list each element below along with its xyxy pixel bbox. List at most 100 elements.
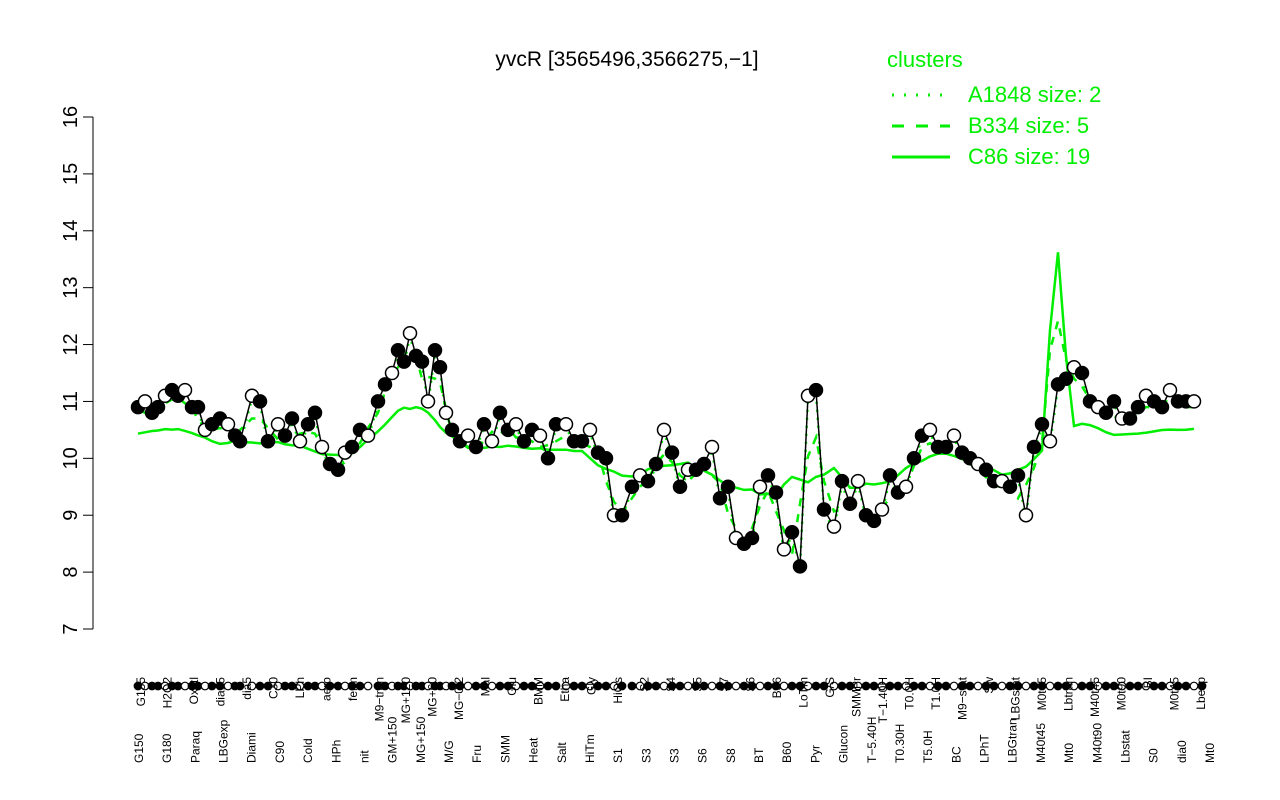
data-point <box>1042 434 1058 449</box>
legend-entry-a1848: A1848 size: 2 <box>968 82 1101 107</box>
x-rug-marker <box>731 681 741 691</box>
y-tick-label: 11 <box>60 391 82 412</box>
x-rug-marker <box>651 681 661 691</box>
y-tick-label: 14 <box>60 220 82 242</box>
x-label-top: Lbtran <box>1062 677 1076 711</box>
x-label-bottom: Paraq <box>188 731 202 763</box>
data-point <box>252 394 268 409</box>
legend-entry-b334: B334 size: 5 <box>968 113 1089 138</box>
x-rug-marker <box>1077 681 1087 691</box>
data-point <box>938 439 954 455</box>
x-label-top: HiOs <box>611 677 625 704</box>
x-rug-marker <box>1101 681 1111 691</box>
data-point <box>292 434 308 449</box>
data-point <box>640 473 656 489</box>
y-tick-label: 12 <box>60 333 82 355</box>
x-label-top: M0t90 <box>1115 677 1129 711</box>
data-point <box>664 445 680 460</box>
y-axis: 7 8 9 10 11 12 13 14 15 16 <box>60 106 94 635</box>
x-label-top: Sw <box>982 677 996 694</box>
data-point <box>300 416 316 432</box>
x-label-bottom: S6 <box>696 748 710 763</box>
x-rug-marker <box>811 681 821 691</box>
x-label-top: M9−tran <box>373 677 387 721</box>
x-label-top: S5 <box>691 677 705 692</box>
data-point <box>516 434 532 449</box>
data-point <box>1106 394 1122 409</box>
x-label-bottom: LBGtran <box>1006 718 1020 763</box>
data-point <box>1122 411 1138 426</box>
data-point <box>1018 507 1034 523</box>
x-axis: G135 H2O2 Oxctl dia15 dia5 C30 LPh aero ferm M9−t… <box>132 676 1217 763</box>
x-rug-marker <box>819 681 829 691</box>
data-point <box>1010 468 1026 483</box>
x-label-bottom: T−5.40H <box>865 717 879 763</box>
x-label-bottom: Mt0 <box>1062 743 1076 763</box>
data-point <box>377 377 393 392</box>
data-point <box>558 416 574 432</box>
x-rug-marker <box>1197 681 1207 691</box>
data-point <box>768 485 784 500</box>
x-label-bottom: LPhT <box>978 734 992 763</box>
x-label-top: aero <box>320 677 334 701</box>
data-point <box>850 473 866 489</box>
data-point <box>720 479 736 495</box>
x-label-top: S6 <box>744 677 758 692</box>
x-rug-marker <box>519 681 529 691</box>
x-label-top: S7 <box>717 677 731 692</box>
data-point <box>232 434 248 449</box>
x-label-bottom: S3 <box>639 748 653 763</box>
x-label-bottom: nit <box>358 750 372 763</box>
x-label-top: T0.0H <box>903 677 917 710</box>
x-label-bottom: BC <box>949 746 963 763</box>
data-point <box>1154 399 1170 415</box>
data-point <box>922 422 938 438</box>
data-point <box>1026 439 1042 455</box>
x-label-top: G/S <box>823 677 837 698</box>
y-tick-label: 9 <box>60 510 82 521</box>
data-point <box>882 468 898 483</box>
data-point <box>656 422 672 438</box>
data-point <box>598 451 614 466</box>
x-label-bottom: GM+150 <box>386 716 400 763</box>
data-point <box>898 479 914 495</box>
data-point <box>260 434 276 449</box>
data-point <box>220 416 236 432</box>
data-point <box>808 382 824 398</box>
data-point <box>484 434 500 449</box>
x-rug-marker <box>973 681 983 691</box>
plot-area <box>130 252 1202 574</box>
x-rug-marker <box>1157 681 1167 691</box>
x-label-bottom: Glucon <box>837 725 851 763</box>
data-point <box>427 342 443 358</box>
x-label-bottom: M40t90 <box>1090 723 1104 763</box>
x-label-bottom: Salt <box>555 742 569 763</box>
x-label-top: Glu <box>505 677 519 696</box>
chart-title: yvcR [3565496,3566275,−1] <box>495 48 758 71</box>
x-label-top: LoTm <box>797 677 811 708</box>
x-label-bottom: Lbstat <box>1118 730 1132 763</box>
data-point <box>330 462 346 477</box>
data-point <box>776 542 792 557</box>
x-rug-marker <box>787 681 797 691</box>
y-tick-label: 16 <box>60 106 82 128</box>
data-point <box>874 502 890 517</box>
data-point <box>1098 405 1114 421</box>
data-point <box>624 479 640 495</box>
x-label-bottom: T5.0H <box>921 730 935 763</box>
x-rug-marker <box>551 681 561 691</box>
x-label-bottom: S0 <box>1147 748 1161 763</box>
data-point <box>344 439 360 455</box>
data-point <box>816 502 832 517</box>
data-point <box>420 394 436 409</box>
x-label-top: Etha <box>558 677 572 702</box>
x-label-top: dia5 <box>240 677 254 700</box>
x-label-top: LBGstat <box>1009 676 1023 720</box>
data-point <box>277 428 293 443</box>
data-point <box>1002 479 1018 495</box>
x-label-bottom: HiTm <box>583 734 597 763</box>
data-point <box>906 451 922 466</box>
data-point <box>137 394 153 409</box>
data-point <box>752 479 768 495</box>
data-point <box>1058 371 1074 386</box>
